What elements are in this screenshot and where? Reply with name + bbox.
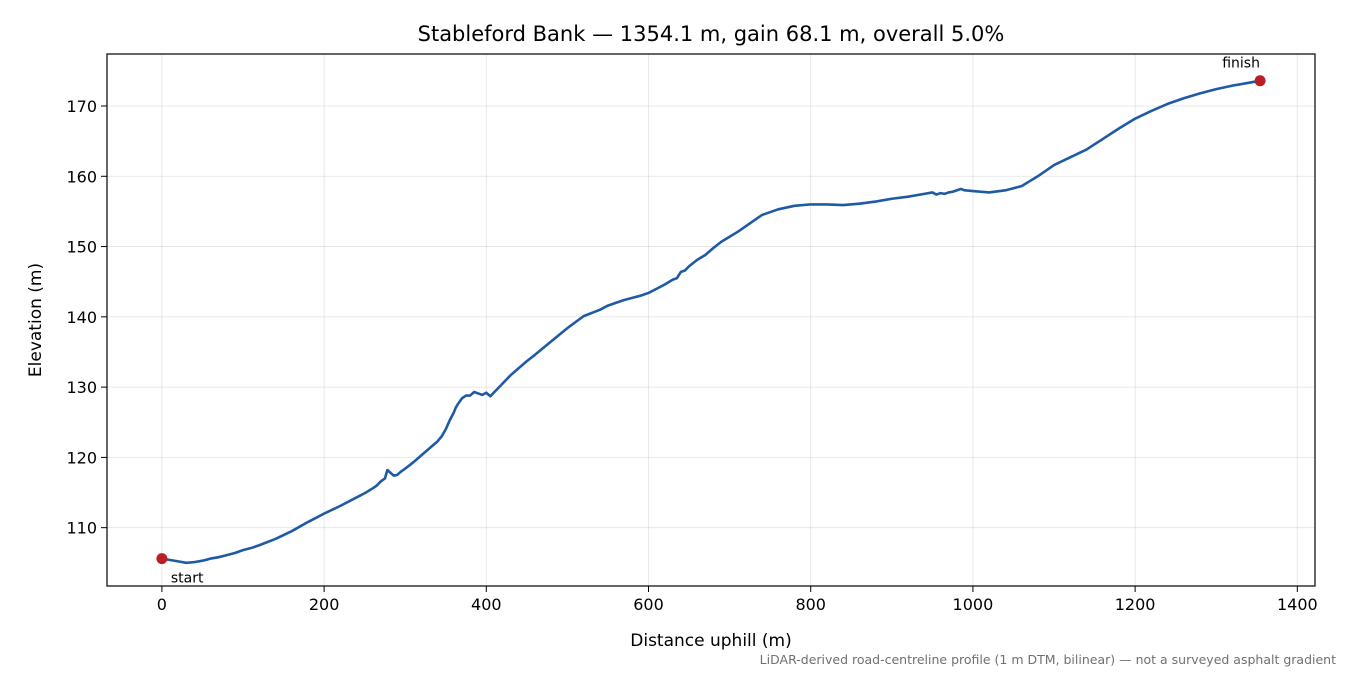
y-tick-label: 130 <box>66 378 97 397</box>
x-axis: 0 200 400 600 800 1000 1200 1400 <box>157 586 1318 614</box>
y-tick-label: 120 <box>66 448 97 467</box>
start-marker <box>156 553 168 565</box>
x-tick-label: 400 <box>471 595 502 614</box>
x-tick-label: 1200 <box>1115 595 1156 614</box>
y-axis-label: Elevation (m) <box>26 263 46 377</box>
start-label: start <box>171 571 204 587</box>
chart-footnote: LiDAR-derived road-centreline profile (1… <box>760 652 1336 667</box>
y-tick-label: 160 <box>66 167 97 186</box>
finish-label: finish <box>1222 56 1260 72</box>
y-axis: 110 120 130 140 150 160 170 <box>66 97 107 538</box>
y-tick-label: 170 <box>66 97 97 116</box>
grid <box>107 54 1315 586</box>
y-tick-label: 110 <box>66 519 97 538</box>
x-tick-label: 200 <box>309 595 340 614</box>
chart-title: Stableford Bank — 1354.1 m, gain 68.1 m,… <box>418 22 1005 46</box>
x-tick-label: 1000 <box>953 595 994 614</box>
y-tick-label: 140 <box>66 308 97 327</box>
plot-frame <box>106 53 1316 587</box>
x-tick-label: 0 <box>157 595 167 614</box>
finish-marker <box>1254 75 1266 87</box>
markers-group: start finish <box>156 56 1266 587</box>
x-axis-label: Distance uphill (m) <box>630 631 791 651</box>
x-tick-label: 1400 <box>1277 595 1318 614</box>
elevation-line <box>160 79 1262 565</box>
y-tick-label: 150 <box>66 238 97 257</box>
x-tick-label: 800 <box>795 595 826 614</box>
series-group <box>160 79 1262 565</box>
x-tick-label: 600 <box>633 595 664 614</box>
